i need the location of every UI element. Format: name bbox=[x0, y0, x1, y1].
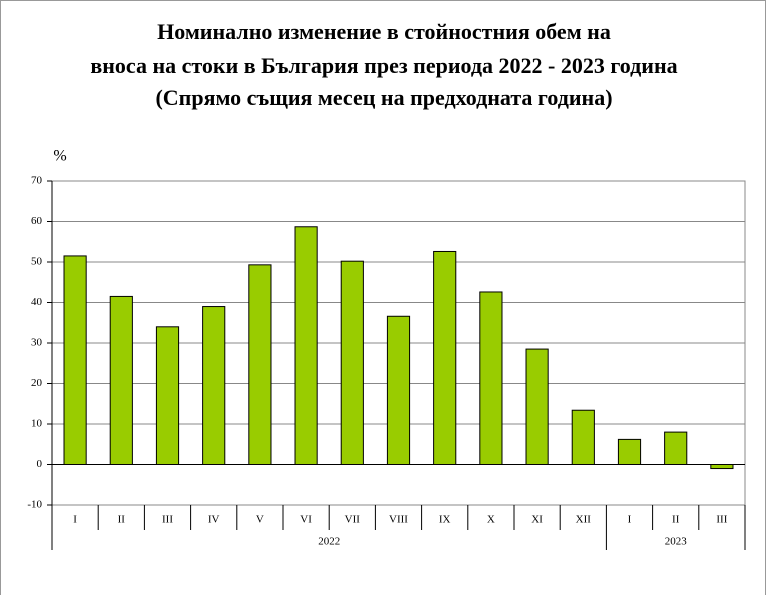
bar bbox=[710, 464, 734, 470]
bar bbox=[63, 255, 87, 465]
y-tick-label: 20 bbox=[31, 377, 43, 389]
bar bbox=[248, 264, 272, 465]
x-tick-label: VIII bbox=[389, 514, 408, 526]
x-tick-label: V bbox=[256, 514, 264, 526]
y-tick-label: 70 bbox=[31, 175, 43, 187]
y-tick-label: 30 bbox=[31, 337, 43, 349]
x-tick-label: II bbox=[118, 514, 126, 526]
bar bbox=[664, 431, 688, 466]
bar bbox=[340, 260, 364, 465]
bar bbox=[155, 326, 180, 465]
y-tick-label: 50 bbox=[31, 256, 43, 268]
x-tick-label: I bbox=[628, 514, 632, 526]
y-tick-label: 0 bbox=[37, 458, 43, 470]
y-tick-label: 60 bbox=[31, 215, 43, 227]
bar bbox=[294, 226, 318, 465]
x-tick-label: I bbox=[73, 514, 77, 526]
x-tick-label: III bbox=[162, 514, 173, 526]
y-tick-label: -10 bbox=[27, 499, 42, 511]
x-tick-label: III bbox=[716, 514, 727, 526]
group-label: 2022 bbox=[318, 536, 340, 548]
bar bbox=[571, 409, 595, 466]
group-label: 2023 bbox=[665, 536, 688, 548]
bar bbox=[386, 315, 411, 465]
x-tick-label: II bbox=[672, 514, 680, 526]
bar bbox=[202, 306, 226, 465]
y-tick-label: 10 bbox=[31, 418, 43, 430]
x-tick-label: X bbox=[487, 514, 495, 526]
chart-title: (Спрямо същия месец на предходната годин… bbox=[155, 85, 612, 110]
x-tick-label: VI bbox=[300, 514, 312, 526]
x-tick-label: XI bbox=[531, 514, 543, 526]
x-tick-label: IV bbox=[208, 514, 220, 526]
chart-title: Номинално изменение в стойностния обем н… bbox=[157, 19, 611, 44]
y-axis-label: % bbox=[53, 148, 66, 165]
x-tick-label: XII bbox=[576, 514, 592, 526]
chart-title: вноса на стоки в България през периода 2… bbox=[90, 53, 677, 78]
bar bbox=[109, 295, 133, 465]
x-tick-label: VII bbox=[345, 514, 361, 526]
bar bbox=[433, 250, 457, 465]
x-tick-label: IX bbox=[439, 514, 451, 526]
bar bbox=[525, 348, 549, 466]
bar bbox=[479, 291, 503, 465]
y-tick-label: 40 bbox=[31, 296, 43, 308]
bar bbox=[617, 438, 642, 466]
